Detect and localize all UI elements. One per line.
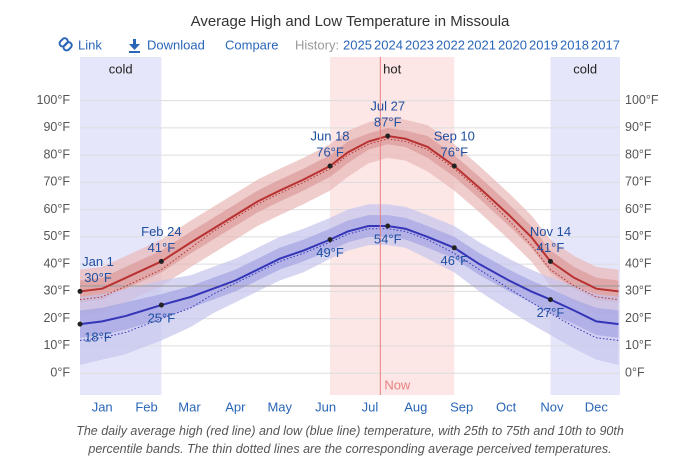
y2-tick-label: 60°F [625,202,652,216]
annotation-point [547,297,553,303]
annotation-date: Feb 24 [141,224,181,239]
annotation-value: 41°F [148,240,176,255]
header-link[interactable]: Link [78,37,102,52]
y2-tick-label: 10°F [625,338,652,352]
x-tick-label: Apr [225,399,246,414]
x-tick-label: Jan [92,399,113,414]
y-tick-label: 10°F [43,338,70,352]
annotation-value: 18°F [84,330,112,345]
y2-tick-label: 30°F [625,284,652,298]
annotation-value: 30°F [84,270,112,285]
annotation-point [385,223,391,229]
x-tick-label: Nov [540,399,564,414]
annotation-date: Nov 14 [530,224,571,239]
percentile-band [80,127,619,303]
now-label: Now [384,377,411,392]
x-tick-label: Jul [362,399,379,414]
annotation-point [158,302,164,308]
annotation-value: 46°F [440,253,468,268]
annotation-value: 87°F [374,114,402,129]
annotation-point [77,288,83,294]
annotation-value: 25°F [148,310,176,325]
y-tick-label: 100°F [37,93,71,107]
history-year[interactable]: 2018 [560,37,589,52]
y-tick-label: 50°F [43,229,70,243]
history-year[interactable]: 2017 [591,37,620,52]
y-tick-label: 30°F [43,284,70,298]
temperature-line [79,225,619,326]
y2-tick-label: 100°F [625,93,659,107]
history-label: History: [295,37,339,52]
history-year[interactable]: 2023 [405,37,434,52]
annotation-point [451,245,457,251]
season-label: cold [573,61,597,76]
annotation-date: Sep 10 [434,128,475,143]
x-tick-label: Dec [585,399,609,414]
y2-tick-label: 0°F [625,365,645,379]
y2-tick-label: 20°F [625,311,652,325]
percentile-band [80,215,619,338]
history-year[interactable]: 2019 [529,37,558,52]
x-tick-label: May [267,399,292,414]
annotation-point [158,258,164,264]
x-tick-label: Jun [315,399,336,414]
temperature-line [79,135,619,293]
annotation-date: Jun 18 [311,128,350,143]
caption: The daily average high (red line) and lo… [76,424,624,456]
annotation-date: Jul 27 [370,98,405,113]
annotation-point [451,163,457,169]
y-tick-label: 20°F [43,311,70,325]
annotation-point [385,133,391,139]
x-tick-label: Mar [178,399,201,414]
annotation-value: 54°F [374,231,402,246]
y2-tick-label: 90°F [625,120,652,134]
y2-tick-label: 80°F [625,147,652,161]
perceived-line [79,138,619,301]
y-tick-label: 60°F [43,202,70,216]
annotation-value: 49°F [316,245,344,260]
chart-title: Average High and Low Temperature in Miss… [191,13,510,30]
y2-tick-label: 50°F [625,229,652,243]
history-year[interactable]: 2020 [498,37,527,52]
history-year[interactable]: 2021 [467,37,496,52]
header-link[interactable]: Compare [225,37,278,52]
annotation-value: 76°F [316,144,344,159]
x-tick-label: Oct [496,399,517,414]
y2-tick-label: 40°F [625,256,652,270]
y2-tick-label: 70°F [625,175,652,189]
annotation-point [327,237,333,243]
x-tick-label: Aug [404,399,427,414]
season-label: cold [109,61,133,76]
y-tick-label: 90°F [43,120,70,134]
x-tick-label: Sep [450,399,473,414]
history-year[interactable]: 2025 [343,37,372,52]
download-icon [129,39,140,53]
annotation-point [77,321,83,327]
chart: Average High and Low Temperature in Miss… [37,13,659,414]
annotation-date: Jan 1 [82,254,114,269]
y-tick-label: 0°F [50,365,70,379]
season-label: hot [383,61,401,76]
annotation-point [327,163,333,169]
history-year[interactable]: 2024 [374,37,403,52]
y-tick-label: 70°F [43,175,70,189]
y-tick-label: 40°F [43,256,70,270]
y-tick-label: 80°F [43,147,70,161]
annotation-value: 76°F [440,144,468,159]
link-icon [58,37,73,52]
x-tick-label: Feb [135,399,157,414]
annotation-value: 41°F [537,240,565,255]
header-link[interactable]: Download [147,37,205,52]
annotation-value: 27°F [537,305,565,320]
annotation-point [547,258,553,264]
history-year[interactable]: 2022 [436,37,465,52]
